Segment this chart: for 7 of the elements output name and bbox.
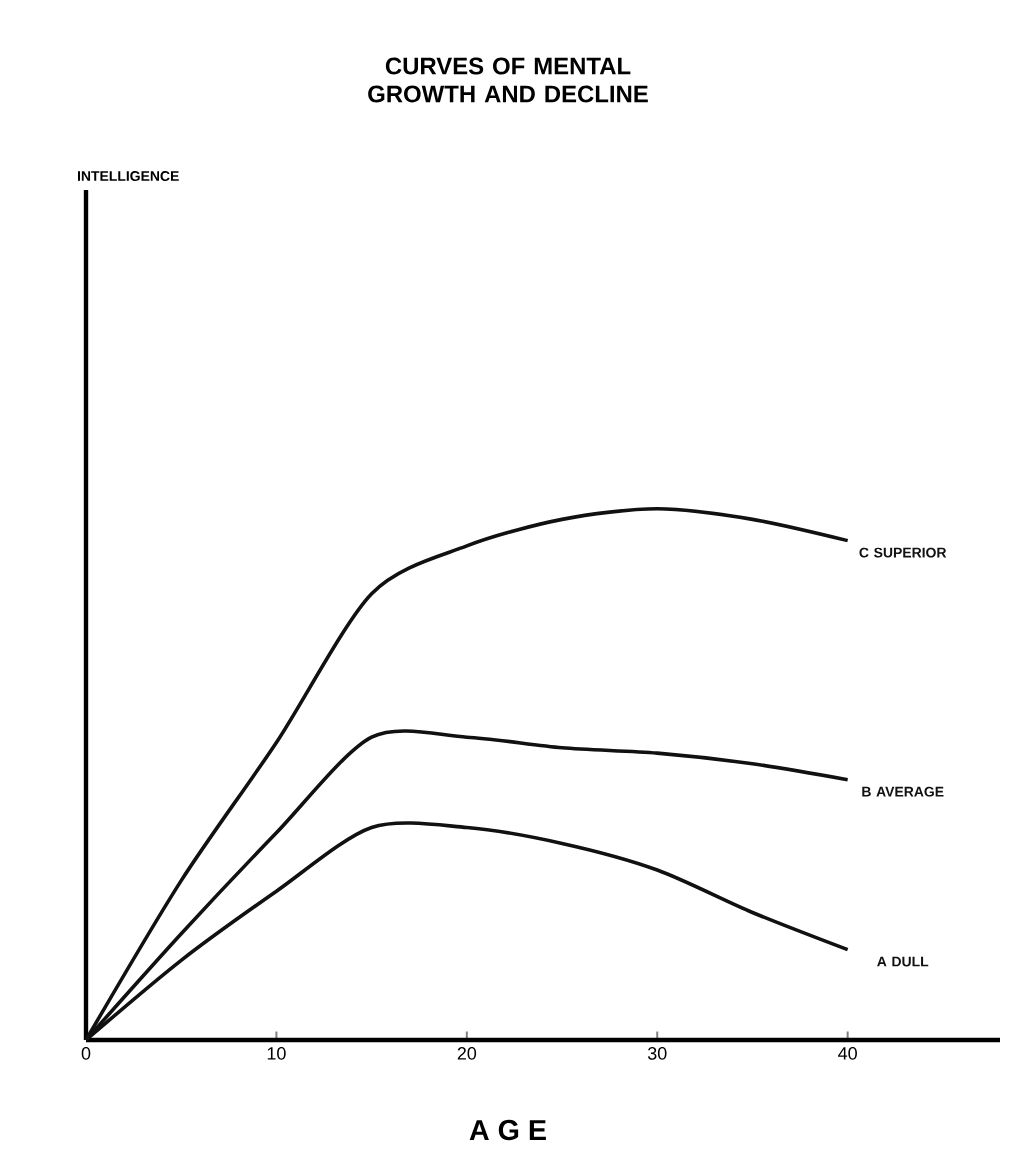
x-tick-label: 20 bbox=[457, 1047, 477, 1060]
chart-title: CURVES OF MENTAL GROWTH AND DECLINE bbox=[368, 57, 648, 103]
x-tick-label: 30 bbox=[647, 1047, 667, 1060]
x-tick-label: 10 bbox=[267, 1047, 286, 1060]
x-axis-title: A G E bbox=[469, 1119, 546, 1141]
x-tick-label: 0 bbox=[81, 1047, 91, 1060]
x-tick-label: 40 bbox=[838, 1047, 857, 1060]
